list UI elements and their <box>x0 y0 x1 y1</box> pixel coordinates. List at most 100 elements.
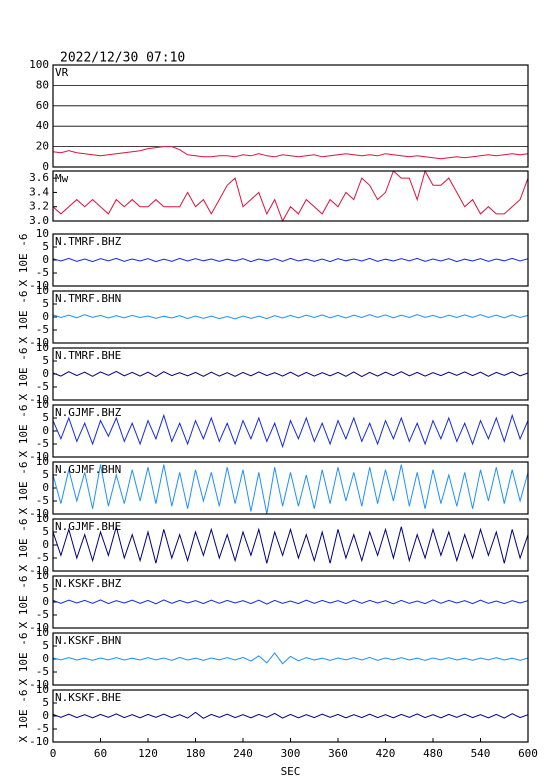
trace <box>52 370 529 378</box>
trace <box>52 524 529 564</box>
y-tick-label: -5 <box>36 266 49 279</box>
y-tick-label: 0 <box>42 595 49 608</box>
y-tick-label: 10 <box>36 569 49 582</box>
y-tick-label: 5 <box>42 411 49 424</box>
trace <box>52 257 529 263</box>
panel-frame <box>52 518 529 572</box>
x-tick-label: 420 <box>376 747 396 760</box>
y-tick-label: 0 <box>42 424 49 437</box>
y-tick-label: 0 <box>42 367 49 380</box>
panel-frame <box>52 347 529 401</box>
trace <box>52 314 529 320</box>
y-tick-label: 5 <box>42 297 49 310</box>
y-tick-label: 5 <box>42 240 49 253</box>
y-axis-label: X 10E -6 <box>17 519 30 572</box>
y-tick-label: 20 <box>36 140 49 153</box>
x-tick-label: 120 <box>138 747 158 760</box>
y-tick-label: -5 <box>36 380 49 393</box>
y-tick-label: 80 <box>36 78 49 91</box>
panel-frame <box>52 575 529 629</box>
y-axis-label: X 10E -6 <box>17 690 30 743</box>
x-tick-label: 540 <box>471 747 491 760</box>
y-tick-label: -5 <box>36 608 49 621</box>
y-tick-label: 60 <box>36 99 49 112</box>
y-tick-label: 0 <box>42 310 49 323</box>
y-axis-label: X 10E -6 <box>17 348 30 401</box>
y-tick-label: 5 <box>42 696 49 709</box>
y-tick-label: -5 <box>36 551 49 564</box>
panel-label: N.GJMF.BHN <box>55 463 121 476</box>
y-tick-label: -10 <box>29 678 49 691</box>
y-tick-label: 10 <box>36 455 49 468</box>
y-tick-label: 0 <box>42 481 49 494</box>
y-tick-label: 3.2 <box>29 200 49 213</box>
panel-label: VR <box>55 66 69 79</box>
y-tick-label: 10 <box>36 683 49 696</box>
y-tick-label: 3.6 <box>29 171 49 184</box>
y-tick-label: 10 <box>36 626 49 639</box>
y-tick-label: -5 <box>36 494 49 507</box>
y-tick-label: 0 <box>42 652 49 665</box>
y-tick-label: 0 <box>42 160 49 173</box>
y-tick-label: 10 <box>36 284 49 297</box>
x-tick-label: 480 <box>423 747 443 760</box>
y-tick-label: -5 <box>36 722 49 735</box>
y-tick-label: 10 <box>36 227 49 240</box>
panel-label: N.GJMF.BHZ <box>55 406 122 419</box>
y-tick-label: 100 <box>29 58 49 71</box>
trace <box>52 169 529 223</box>
y-tick-label: -10 <box>29 393 49 406</box>
x-tick-label: 60 <box>94 747 107 760</box>
panel-label: Mw <box>55 172 69 185</box>
x-axis-label: SEC <box>281 765 301 778</box>
y-tick-label: 3.0 <box>29 214 49 227</box>
x-tick-label: 300 <box>281 747 301 760</box>
panel-frame <box>52 404 529 458</box>
y-tick-label: 0 <box>42 709 49 722</box>
y-axis-label: X 10E -6 <box>17 633 30 686</box>
y-axis-label: X 10E -6 <box>17 291 30 344</box>
y-tick-label: 3.4 <box>29 185 49 198</box>
trace <box>52 711 529 719</box>
y-tick-label: 5 <box>42 468 49 481</box>
panel-label: N.KSKF.BHZ <box>55 577 122 590</box>
trace <box>52 413 529 449</box>
trace <box>52 599 529 605</box>
y-tick-label: -5 <box>36 323 49 336</box>
panel-frame <box>52 290 529 344</box>
y-axis-label: X 10E -6 <box>17 234 30 287</box>
x-tick-label: 0 <box>50 747 57 760</box>
x-tick-label: 180 <box>186 747 206 760</box>
panel-frame <box>52 461 529 515</box>
y-tick-label: 0 <box>42 253 49 266</box>
y-tick-label: -10 <box>29 450 49 463</box>
y-tick-label: 10 <box>36 398 49 411</box>
x-tick-label: 600 <box>518 747 538 760</box>
y-tick-label: -5 <box>36 437 49 450</box>
panel-label: N.KSKF.BHN <box>55 634 121 647</box>
y-tick-label: 5 <box>42 525 49 538</box>
y-tick-label: 5 <box>42 639 49 652</box>
panel-frame <box>52 64 529 168</box>
y-tick-label: 5 <box>42 354 49 367</box>
y-tick-label: 0 <box>42 538 49 551</box>
panel-label: N.TMRF.BHE <box>55 349 121 362</box>
panel-label: N.TMRF.BHZ <box>55 235 122 248</box>
y-tick-label: -5 <box>36 665 49 678</box>
y-tick-label: -10 <box>29 564 49 577</box>
y-tick-label: 40 <box>36 119 49 132</box>
panel-label: N.GJMF.BHE <box>55 520 121 533</box>
panel-frame <box>52 632 529 686</box>
y-tick-label: 5 <box>42 582 49 595</box>
panel-frame <box>52 689 529 743</box>
y-tick-label: 10 <box>36 341 49 354</box>
panel-label: N.KSKF.BHE <box>55 691 121 704</box>
y-axis-label: X 10E -6 <box>17 462 30 515</box>
panel-label: N.TMRF.BHN <box>55 292 121 305</box>
panel-frame <box>52 170 529 222</box>
y-tick-label: -10 <box>29 735 49 748</box>
y-tick-label: -10 <box>29 279 49 292</box>
x-tick-label: 240 <box>233 747 253 760</box>
y-tick-label: -10 <box>29 507 49 520</box>
